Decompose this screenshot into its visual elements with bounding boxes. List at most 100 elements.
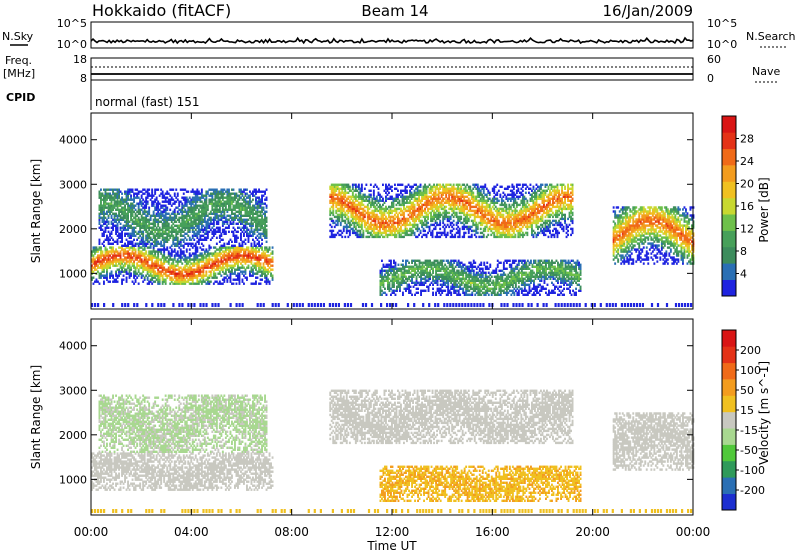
echo-cell xyxy=(190,270,193,273)
echo-cell xyxy=(118,252,120,255)
echo-cell xyxy=(209,246,212,249)
echo-cell xyxy=(234,272,236,275)
echo-cell xyxy=(98,262,101,265)
echo-cell xyxy=(173,270,176,273)
echo-cell xyxy=(200,188,203,191)
echo-cell xyxy=(241,260,244,263)
echo-cell xyxy=(94,250,96,253)
echo-cell xyxy=(199,246,202,249)
echo-cell xyxy=(112,262,114,265)
echo-cell xyxy=(92,254,95,257)
echo-cell xyxy=(151,260,154,263)
echo-cell xyxy=(196,280,199,283)
echo-cell xyxy=(255,266,257,269)
echo-cell xyxy=(243,256,245,259)
echo-cell xyxy=(221,270,224,273)
echo-cell xyxy=(175,280,178,283)
beam-title: Beam 14 xyxy=(361,2,428,20)
echo-cell xyxy=(112,250,114,253)
echo-cell xyxy=(217,252,220,255)
echo-cell xyxy=(131,262,134,265)
echo-cell xyxy=(178,256,181,259)
echo-cell xyxy=(208,252,211,255)
echo-cell xyxy=(271,246,274,249)
echo-cell xyxy=(178,278,181,281)
echo-cell xyxy=(265,188,268,191)
echo-cell xyxy=(146,282,149,285)
echo-cell xyxy=(218,264,221,267)
echo-cell xyxy=(107,262,110,265)
echo-cell xyxy=(172,264,175,267)
echo-cell xyxy=(92,258,95,261)
echo-cell xyxy=(241,256,244,259)
echo-cell xyxy=(115,280,117,283)
echo-cell xyxy=(154,260,157,263)
echo-cell xyxy=(221,256,224,259)
echo-cell xyxy=(224,264,227,267)
echo-cell xyxy=(211,268,214,271)
echo-cell xyxy=(181,274,184,277)
echo-cell xyxy=(206,208,209,211)
echo-cell xyxy=(218,252,221,255)
freq-panel: Freq. [MHz] 18 8 60 0 Nave xyxy=(3,53,780,85)
echo-cell xyxy=(131,252,134,255)
echo-cell xyxy=(255,252,257,255)
echo-cell xyxy=(221,262,224,265)
echo-cell xyxy=(223,252,226,255)
echo-cell xyxy=(154,264,157,267)
echo-cell xyxy=(167,260,170,263)
echo-cell xyxy=(252,282,254,285)
echo-cell xyxy=(107,220,110,223)
echo-cell xyxy=(231,258,233,261)
echo-cell xyxy=(208,282,211,285)
echo-cell xyxy=(157,250,160,253)
echo-cell xyxy=(185,250,188,253)
echo-cell xyxy=(235,256,238,259)
echo-cell xyxy=(176,258,179,261)
echo-cell xyxy=(173,192,176,195)
echo-cell xyxy=(224,246,227,249)
echo-cell xyxy=(182,192,185,195)
echo-cell xyxy=(142,266,145,269)
echo-cell xyxy=(152,270,155,273)
echo-cell xyxy=(175,278,178,281)
echo-cell xyxy=(223,246,226,249)
echo-cell xyxy=(232,248,235,251)
echo-cell xyxy=(218,266,221,269)
echo-cell xyxy=(137,264,140,267)
echo-cell xyxy=(229,248,232,251)
echo-cell xyxy=(119,252,122,255)
echo-cell xyxy=(118,274,120,277)
echo-cell xyxy=(209,252,212,255)
echo-cell xyxy=(170,252,173,255)
echo-cell xyxy=(112,208,114,211)
echo-cell xyxy=(217,260,220,263)
echo-cell xyxy=(255,268,257,271)
echo-cell xyxy=(268,280,271,283)
echo-cell xyxy=(134,266,137,269)
echo-cell xyxy=(188,254,191,257)
echo-cell xyxy=(161,256,164,259)
echo-cell xyxy=(95,280,98,283)
echo-cell xyxy=(240,248,242,251)
echo-cell xyxy=(101,274,104,277)
echo-cell xyxy=(179,254,182,257)
echo-cell xyxy=(116,268,119,271)
echo-cell xyxy=(161,282,164,285)
echo-cell xyxy=(229,272,232,275)
echo-cell xyxy=(259,262,262,265)
echo-cell xyxy=(237,274,239,277)
echo-cell xyxy=(100,250,102,253)
echo-cell xyxy=(179,272,182,275)
echo-cell xyxy=(106,266,108,269)
echo-cell xyxy=(229,280,232,283)
echo-cell xyxy=(127,256,129,259)
echo-cell xyxy=(205,266,208,269)
echo-cell xyxy=(238,256,241,259)
echo-cell xyxy=(179,266,182,269)
echo-cell xyxy=(203,280,206,283)
echo-cell xyxy=(97,256,99,259)
echo-cell xyxy=(172,268,175,271)
echo-cell xyxy=(244,268,247,271)
echo-cell xyxy=(91,260,93,263)
